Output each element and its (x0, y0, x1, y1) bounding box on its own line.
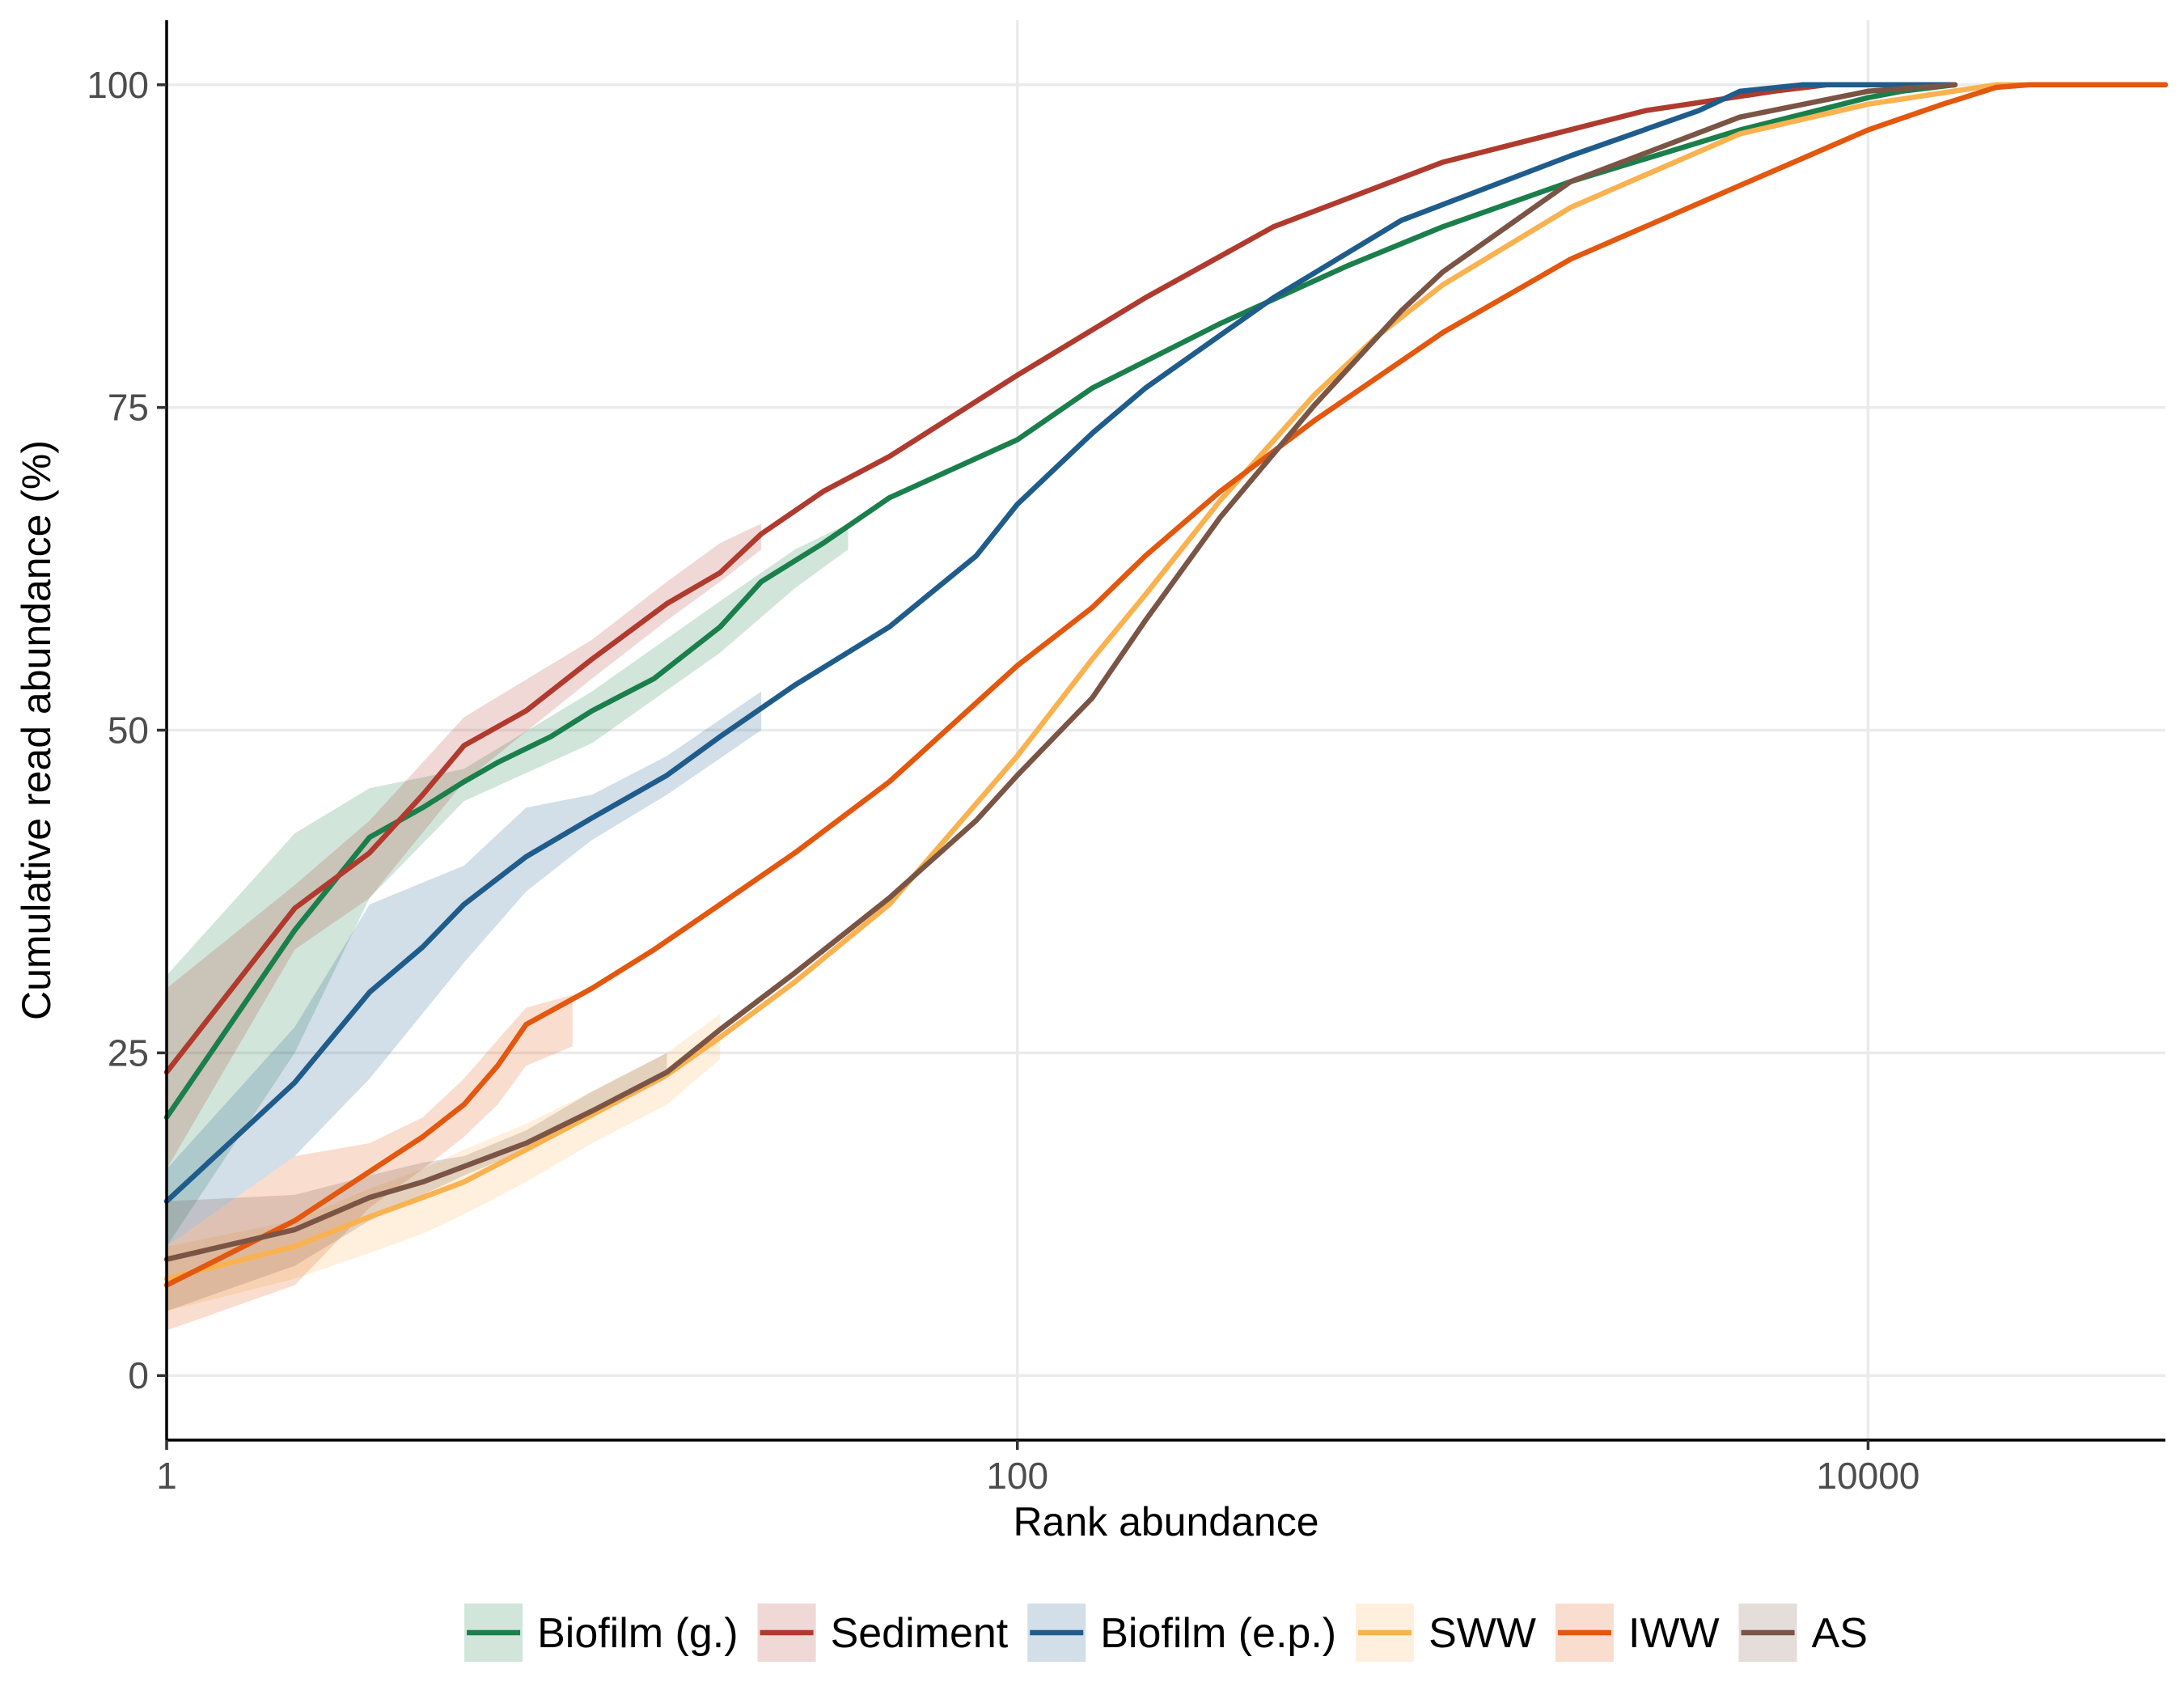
confidence-bands (167, 523, 849, 1331)
band-2 (167, 523, 762, 1169)
y-tick-label: 100 (87, 64, 149, 106)
series-line-4 (163, 82, 2169, 1282)
legend-item-2: Sediment (757, 1604, 1009, 1662)
series-lines (163, 82, 2169, 1288)
band-3 (167, 691, 762, 1247)
x-tick-label: 1 (156, 1455, 177, 1497)
y-tick-label: 25 (108, 1032, 149, 1074)
y-tick-label: 0 (128, 1354, 149, 1396)
legend-label-2: Sediment (831, 1610, 1009, 1657)
legend-label-1: Biofilm (g.) (537, 1610, 738, 1657)
series-line-1 (163, 82, 1958, 1121)
band-5 (167, 994, 573, 1331)
y-tick-label: 75 (108, 387, 149, 429)
y-axis-title: Cumulative read abundance (%) (14, 440, 59, 1020)
legend-item-3: Biofilm (e.p.) (1027, 1604, 1336, 1662)
series-line-3 (163, 82, 1958, 1205)
legend-label-5: IWW (1628, 1610, 1720, 1657)
series-line-6 (163, 82, 1958, 1262)
band-1 (167, 523, 849, 1247)
y-tick-label: 50 (108, 710, 149, 752)
x-axis-title: Rank abundance (1013, 1499, 1318, 1544)
legend-item-6: AS (1738, 1604, 1868, 1662)
band-4 (167, 1014, 721, 1311)
legend-item-4: SWW (1356, 1604, 1536, 1662)
legend: Biofilm (g.) Sediment Biofilm (e.p.) SWW IWW… (464, 1604, 1868, 1662)
axes (157, 20, 2165, 1450)
x-tick-label: 10000 (1816, 1455, 1919, 1497)
legend-item-1: Biofilm (g.) (464, 1604, 739, 1662)
series-line-5 (163, 82, 2169, 1288)
series-line-2 (163, 82, 1958, 1075)
tick-labels: 0 25 50 75 100 1 100 10000 (87, 64, 1919, 1497)
legend-label-3: Biofilm (e.p.) (1100, 1610, 1336, 1657)
legend-item-5: IWW (1555, 1604, 1720, 1662)
x-tick-label: 100 (986, 1455, 1048, 1497)
legend-label-6: AS (1812, 1610, 1868, 1657)
legend-label-4: SWW (1428, 1610, 1536, 1657)
